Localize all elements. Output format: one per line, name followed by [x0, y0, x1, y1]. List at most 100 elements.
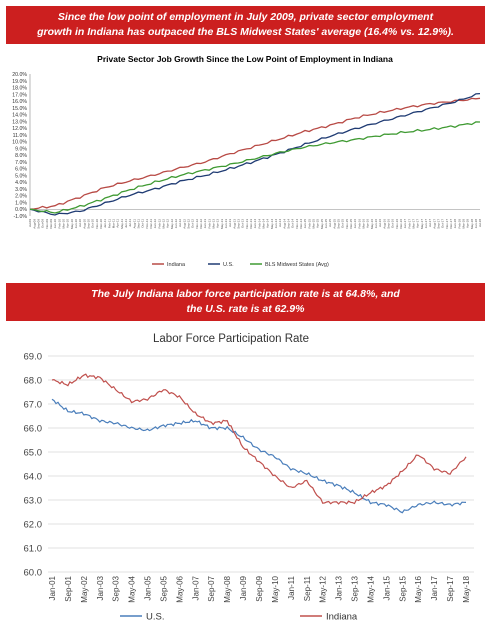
x-tick-label: Jan-07: [191, 575, 200, 600]
x-tick-label: Apr-11: [116, 219, 120, 228]
x-tick-label: Jan-11: [287, 575, 296, 599]
x-tick-label: Oct-15: [341, 219, 345, 228]
y-tick-label: 68.0: [24, 376, 43, 387]
x-tick-label: May-12: [319, 575, 328, 602]
y-tick-label: 64.0: [24, 472, 43, 483]
x-tick-label: Sep-10: [87, 219, 91, 229]
x-tick-label: Oct-11: [141, 219, 145, 228]
x-tick-label: Dec-17: [449, 219, 453, 229]
x-tick-label: Jan-17: [430, 575, 439, 600]
x-tick-label: Sep-15: [398, 575, 407, 601]
y-tick-label: 15.0%: [12, 106, 27, 112]
y-tick-label: 17.0%: [12, 92, 27, 98]
x-tick-label: Sep-11: [137, 219, 141, 229]
x-tick-label: Nov-13: [245, 219, 249, 229]
x-tick-label: Jul-13: [228, 219, 232, 228]
x-tick-label: Jun-11: [124, 219, 128, 228]
x-tick-label: Jul-12: [178, 219, 182, 228]
x-tick-label: Nov-09: [45, 219, 49, 229]
x-tick-label: Jan-15: [382, 575, 391, 600]
x-tick-label: Jun-17: [424, 219, 428, 229]
x-tick-label: Jun-12: [174, 219, 178, 229]
x-tick-label: Jan-10: [53, 219, 57, 229]
series-line-u-s: [29, 92, 481, 216]
x-tick-label: Nov-11: [145, 219, 149, 229]
x-tick-label: Jan-18: [453, 219, 457, 229]
y-tick-label: 7.0%: [15, 160, 27, 166]
y-tick-label: 13.0%: [12, 119, 27, 125]
x-tick-label: Nov-12: [195, 219, 199, 229]
x-tick-label: Apr-14: [266, 219, 270, 228]
y-tick-label: 19.0%: [12, 79, 27, 85]
x-tick-label: Apr-17: [416, 219, 420, 228]
x-tick-label: Dec-09: [49, 219, 53, 229]
x-tick-label: Jan-12: [153, 219, 157, 229]
x-tick-label: Sep-13: [237, 219, 241, 229]
x-tick-label: May-10: [271, 575, 280, 602]
x-tick-label: May-02: [80, 575, 89, 602]
x-tick-label: May-16: [414, 575, 423, 602]
x-tick-label: May-11: [120, 219, 124, 229]
x-tick-label: Sep-03: [112, 575, 121, 601]
x-tick-label: Oct-12: [191, 219, 195, 228]
x-tick-label: Oct-14: [291, 219, 295, 228]
x-tick-label: Dec-13: [249, 219, 253, 229]
x-tick-label: Aug-13: [232, 219, 236, 229]
private-sector-job-growth-chart: Private Sector Job Growth Since the Low …: [12, 54, 482, 268]
y-tick-label: 67.0: [24, 400, 43, 411]
x-tick-label: Nov-16: [395, 219, 399, 229]
x-tick-label: May-04: [128, 575, 137, 602]
x-tick-label: Jan-11: [103, 219, 107, 228]
x-tick-label: Apr-15: [316, 219, 320, 228]
y-tick-label: 1.0%: [15, 200, 27, 206]
x-tick-label: Jul-14: [278, 219, 282, 228]
x-tick-label: Jul-18: [478, 219, 482, 228]
x-tick-label: Oct-13: [241, 219, 245, 228]
x-tick-label: Jan-16: [353, 219, 357, 229]
x-tick-label: May-18: [470, 219, 474, 229]
x-tick-label: Nov-17: [445, 219, 449, 229]
x-tick-label: May-06: [175, 575, 184, 602]
x-tick-label: Sep-13: [351, 575, 360, 601]
x-tick-label: May-10: [70, 219, 74, 229]
x-tick-label: Sep-11: [303, 575, 312, 601]
x-tick-label: Feb-17: [407, 219, 411, 229]
x-tick-label: Feb-18: [457, 219, 461, 229]
x-tick-label: Jan-13: [335, 575, 344, 600]
x-tick-label: Mar-16: [362, 219, 366, 229]
x-tick-label: Mar-12: [162, 219, 166, 229]
y-tick-label: 65.0: [24, 448, 43, 459]
banner-line-1: The July Indiana labor force participati…: [91, 288, 400, 300]
x-tick-label: May-18: [462, 575, 471, 602]
x-tick-label: May-14: [270, 219, 274, 229]
x-tick-label: Jul-16: [378, 219, 382, 228]
x-tick-label: Jul-10: [78, 219, 82, 228]
x-tick-label: Aug-10: [82, 219, 86, 229]
x-tick-label: Apr-12: [166, 219, 170, 228]
x-tick-label: Jan-03: [96, 575, 105, 600]
x-tick-label: Dec-11: [149, 219, 153, 229]
x-tick-label: Sep-12: [187, 219, 191, 229]
x-tick-label: Jun-18: [474, 219, 478, 229]
legend-label: Indiana: [326, 612, 358, 623]
x-tick-label: Sep-15: [337, 219, 341, 229]
x-tick-label: Apr-16: [366, 219, 370, 228]
y-tick-label: 2.0%: [15, 194, 27, 200]
x-tick-label: Jun-10: [74, 219, 78, 229]
x-tick-label: Jun-16: [374, 219, 378, 229]
x-tick-label: Feb-13: [207, 219, 211, 229]
x-tick-label: Feb-16: [357, 219, 361, 229]
x-tick-label: Jan-17: [403, 219, 407, 229]
x-tick-label: Apr-18: [466, 219, 470, 228]
chart-title: Private Sector Job Growth Since the Low …: [97, 54, 393, 64]
y-tick-label: 8.0%: [15, 153, 27, 159]
y-tick-label: 12.0%: [12, 126, 27, 132]
x-tick-label: Mar-14: [262, 219, 266, 229]
series-line-indiana: [29, 97, 481, 210]
x-tick-label: May-13: [220, 219, 224, 229]
y-tick-label: 6.0%: [15, 167, 27, 173]
series-line-indiana: [51, 373, 467, 505]
x-tick-label: Feb-14: [257, 219, 261, 229]
series-line-bls-midwest-states-avg: [29, 121, 481, 214]
x-tick-label: Mar-18: [462, 219, 466, 229]
